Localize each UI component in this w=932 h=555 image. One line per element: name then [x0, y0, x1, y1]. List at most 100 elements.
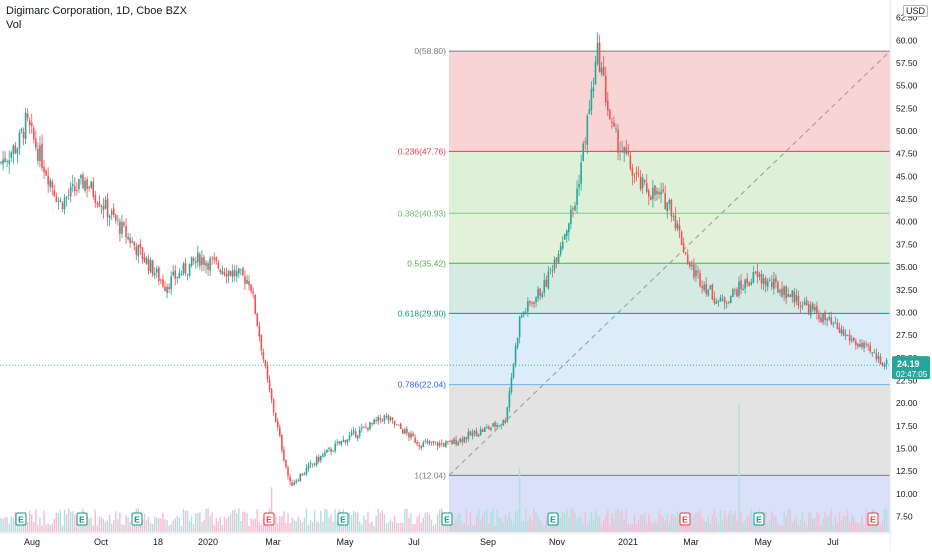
earnings-marker-box: [337, 512, 349, 526]
volume-bar: [705, 521, 707, 532]
volume-bar: [836, 522, 839, 532]
candle-body: [617, 129, 619, 153]
candle-body: [406, 428, 408, 434]
candle-body: [809, 304, 812, 316]
earnings-marker[interactable]: E: [753, 512, 765, 526]
volume-bar: [553, 519, 556, 532]
candle-body: [348, 435, 351, 440]
candle-body: [592, 87, 595, 92]
volume-bar: [828, 514, 830, 532]
volume-bar: [672, 513, 675, 532]
earnings-marker[interactable]: E: [867, 512, 879, 526]
earnings-marker[interactable]: E: [337, 512, 349, 526]
volume-bar: [74, 514, 76, 532]
volume-bar: [572, 508, 574, 532]
earnings-marker[interactable]: E: [131, 512, 143, 526]
volume-bar: [646, 524, 648, 532]
candle-body: [582, 143, 584, 162]
volume-bar: [96, 525, 99, 532]
price-axis[interactable]: 62.50 60.00 57.50 55.00 52.50 50.00 47.50 45.00…: [889, 0, 932, 550]
candle-body: [53, 190, 56, 197]
candle-body: [754, 271, 757, 273]
volume-bar: [773, 515, 775, 532]
volume-bar: [521, 521, 523, 532]
candle-body: [160, 279, 162, 281]
volume-bar: [803, 521, 806, 532]
candle-body: [836, 322, 839, 330]
volume-bar: [578, 516, 580, 532]
volume-bar: [574, 513, 576, 532]
candle-body: [699, 273, 701, 287]
earnings-marker[interactable]: E: [263, 512, 275, 526]
volume-bar: [227, 516, 230, 532]
candle-body: [793, 291, 796, 303]
volume-bar: [797, 524, 800, 532]
earnings-marker[interactable]: E: [15, 512, 27, 526]
volume-bar: [350, 515, 353, 532]
volume-bar: [12, 517, 14, 532]
volume-bar: [750, 508, 752, 532]
volume-bar: [297, 516, 299, 532]
candle-body: [822, 313, 824, 323]
fib-trendline[interactable]: [448, 50, 891, 476]
candle-body: [59, 200, 62, 202]
candle-body: [652, 187, 654, 200]
volume-bar: [381, 510, 383, 532]
earnings-marker[interactable]: E: [547, 512, 559, 526]
candle-body: [631, 167, 634, 176]
time-axis[interactable]: Aug Oct 18 2020 Mar May Jul Sep Nov 2021 Mar May Jul: [0, 532, 890, 550]
fibonacci-retracement[interactable]: [449, 50, 890, 532]
currency-badge[interactable]: USD: [902, 5, 928, 17]
symbol-title[interactable]: Digimarc Corporation, 1D, Cboe BZX: [6, 5, 187, 17]
candle-body: [844, 334, 847, 336]
volume-bar: [49, 524, 51, 532]
candle-body: [447, 441, 449, 442]
earnings-marker[interactable]: E: [679, 512, 691, 526]
candle-body: [8, 160, 10, 164]
earnings-marker-box: [441, 512, 453, 526]
volume-bar: [764, 511, 767, 532]
earnings-marker[interactable]: E: [76, 512, 88, 526]
volume-bar: [703, 521, 705, 532]
candle-body: [881, 363, 884, 366]
candle-body: [496, 425, 498, 428]
candle-body: [727, 301, 730, 303]
candle-body: [658, 192, 660, 195]
fib-trend-line: [448, 50, 891, 476]
volume-bar: [385, 523, 388, 532]
candle-body: [506, 407, 509, 422]
candle-body: [578, 183, 580, 188]
volume-bar: [223, 516, 226, 532]
volume-bar: [37, 524, 39, 532]
volume-bar: [131, 525, 133, 532]
candle-body: [445, 441, 447, 448]
volume-bar: [490, 511, 492, 532]
candle-body: [799, 305, 802, 307]
candle-body: [779, 290, 781, 293]
candle-body: [533, 302, 535, 305]
candle-body: [385, 416, 388, 417]
candle-body: [570, 209, 572, 225]
candle-body: [748, 282, 751, 286]
volume-bar: [45, 524, 47, 532]
candle-body: [637, 173, 640, 175]
candle-body: [730, 296, 732, 304]
candle-body: [654, 185, 656, 196]
candle-body: [266, 365, 269, 380]
candle-body: [516, 338, 519, 348]
earnings-marker[interactable]: E: [441, 512, 453, 526]
candle-body: [344, 440, 347, 443]
volume-bar: [90, 517, 92, 532]
candle-body: [270, 388, 273, 400]
candle-body: [0, 161, 2, 163]
volume-bar: [262, 518, 265, 532]
time-tick-label: Sep: [480, 537, 496, 547]
volume-bar: [31, 514, 33, 532]
candle-body: [543, 280, 546, 293]
volume-bar: [617, 508, 619, 532]
volume-bar: [576, 518, 578, 532]
candle-body: [479, 429, 482, 435]
